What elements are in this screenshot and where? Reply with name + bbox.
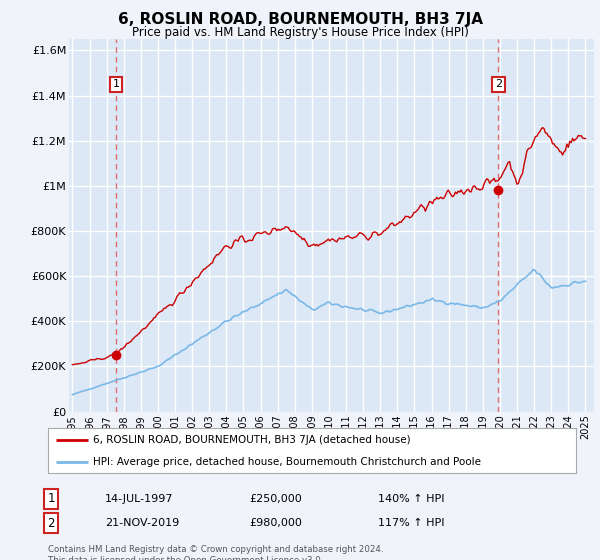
Text: 6, ROSLIN ROAD, BOURNEMOUTH, BH3 7JA (detached house): 6, ROSLIN ROAD, BOURNEMOUTH, BH3 7JA (de… <box>93 436 410 446</box>
Text: 1: 1 <box>47 492 55 506</box>
Text: £980,000: £980,000 <box>249 518 302 528</box>
Text: 140% ↑ HPI: 140% ↑ HPI <box>378 494 445 504</box>
Text: Contains HM Land Registry data © Crown copyright and database right 2024.
This d: Contains HM Land Registry data © Crown c… <box>48 545 383 560</box>
Text: £250,000: £250,000 <box>249 494 302 504</box>
Text: HPI: Average price, detached house, Bournemouth Christchurch and Poole: HPI: Average price, detached house, Bour… <box>93 458 481 468</box>
Text: 2: 2 <box>494 80 502 90</box>
Text: 2: 2 <box>47 516 55 530</box>
Text: 1: 1 <box>112 80 119 90</box>
Text: 117% ↑ HPI: 117% ↑ HPI <box>378 518 445 528</box>
Text: 21-NOV-2019: 21-NOV-2019 <box>105 518 179 528</box>
Text: 14-JUL-1997: 14-JUL-1997 <box>105 494 173 504</box>
Text: 6, ROSLIN ROAD, BOURNEMOUTH, BH3 7JA: 6, ROSLIN ROAD, BOURNEMOUTH, BH3 7JA <box>118 12 482 27</box>
Text: Price paid vs. HM Land Registry's House Price Index (HPI): Price paid vs. HM Land Registry's House … <box>131 26 469 39</box>
